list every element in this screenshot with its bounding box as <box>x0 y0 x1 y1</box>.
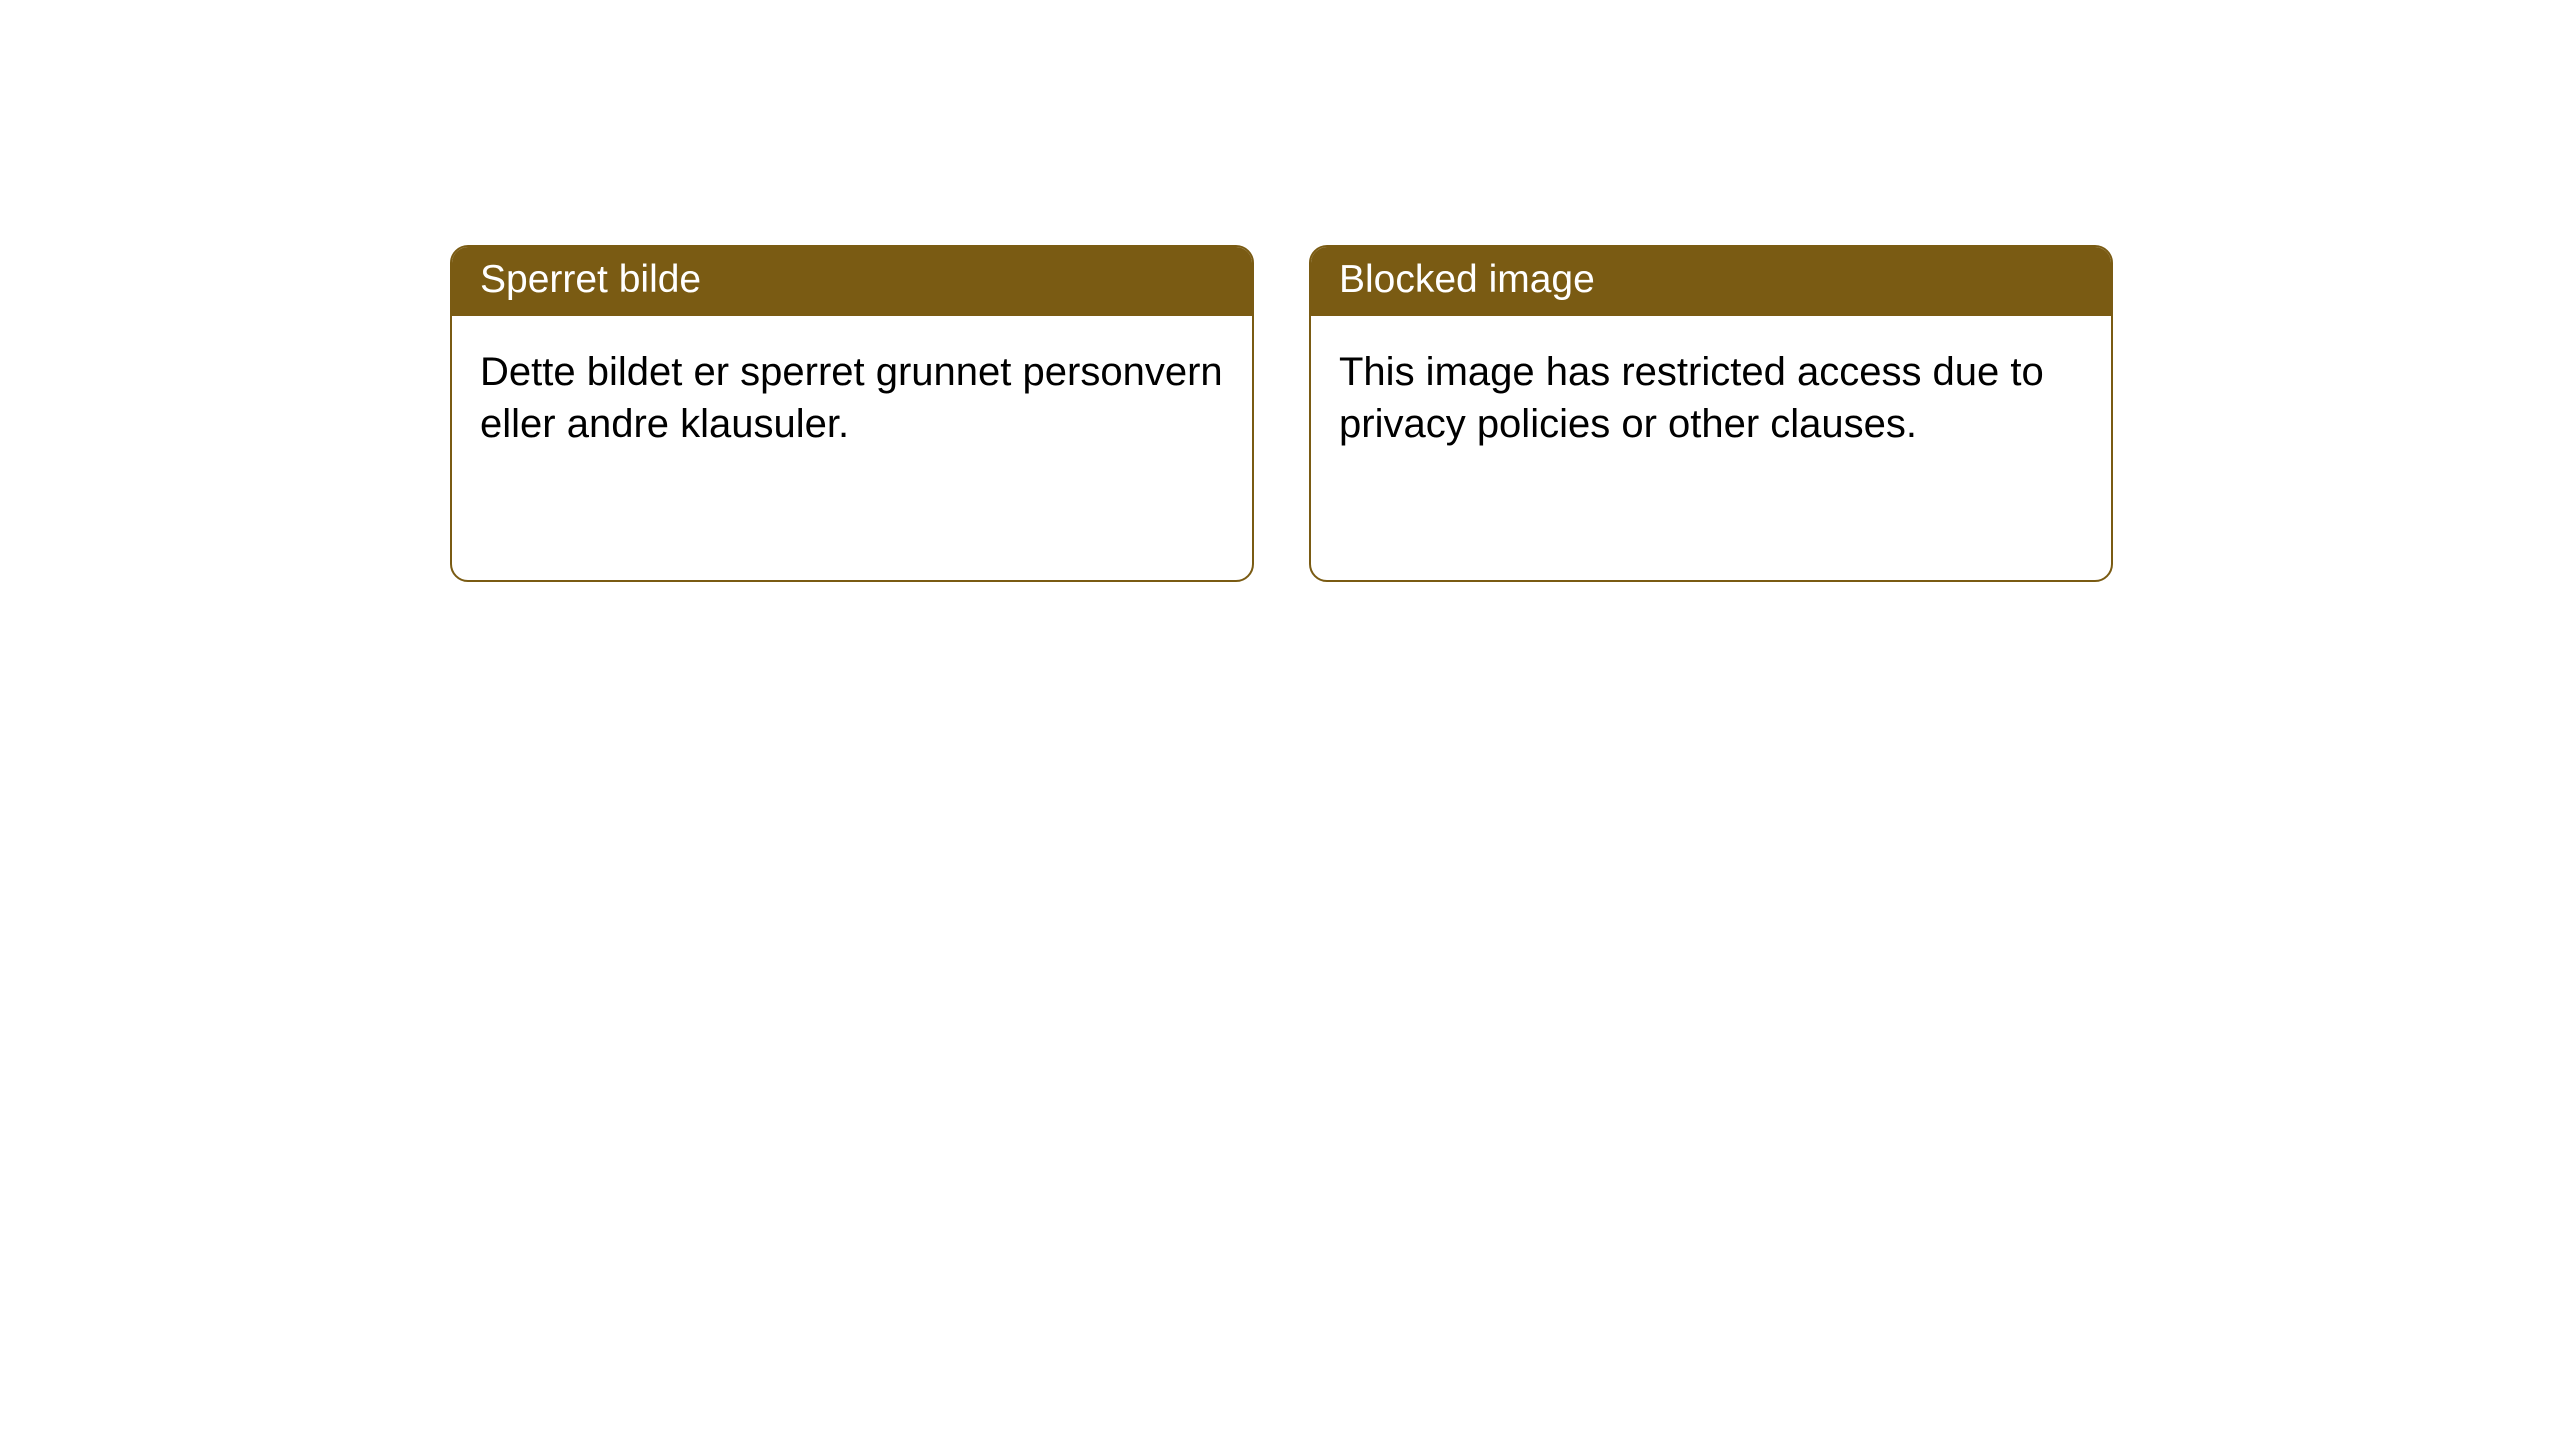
card-header: Blocked image <box>1311 247 2111 316</box>
card-title: Blocked image <box>1339 258 1595 301</box>
card-header: Sperret bilde <box>452 247 1252 316</box>
card-body-text: Dette bildet er sperret grunnet personve… <box>480 350 1223 446</box>
blocked-image-card-english: Blocked image This image has restricted … <box>1309 245 2113 582</box>
notice-cards-container: Sperret bilde Dette bildet er sperret gr… <box>0 0 2560 582</box>
card-body: This image has restricted access due to … <box>1311 316 2111 480</box>
card-body-text: This image has restricted access due to … <box>1339 350 2044 446</box>
card-title: Sperret bilde <box>480 258 701 301</box>
blocked-image-card-norwegian: Sperret bilde Dette bildet er sperret gr… <box>450 245 1254 582</box>
card-body: Dette bildet er sperret grunnet personve… <box>452 316 1252 480</box>
